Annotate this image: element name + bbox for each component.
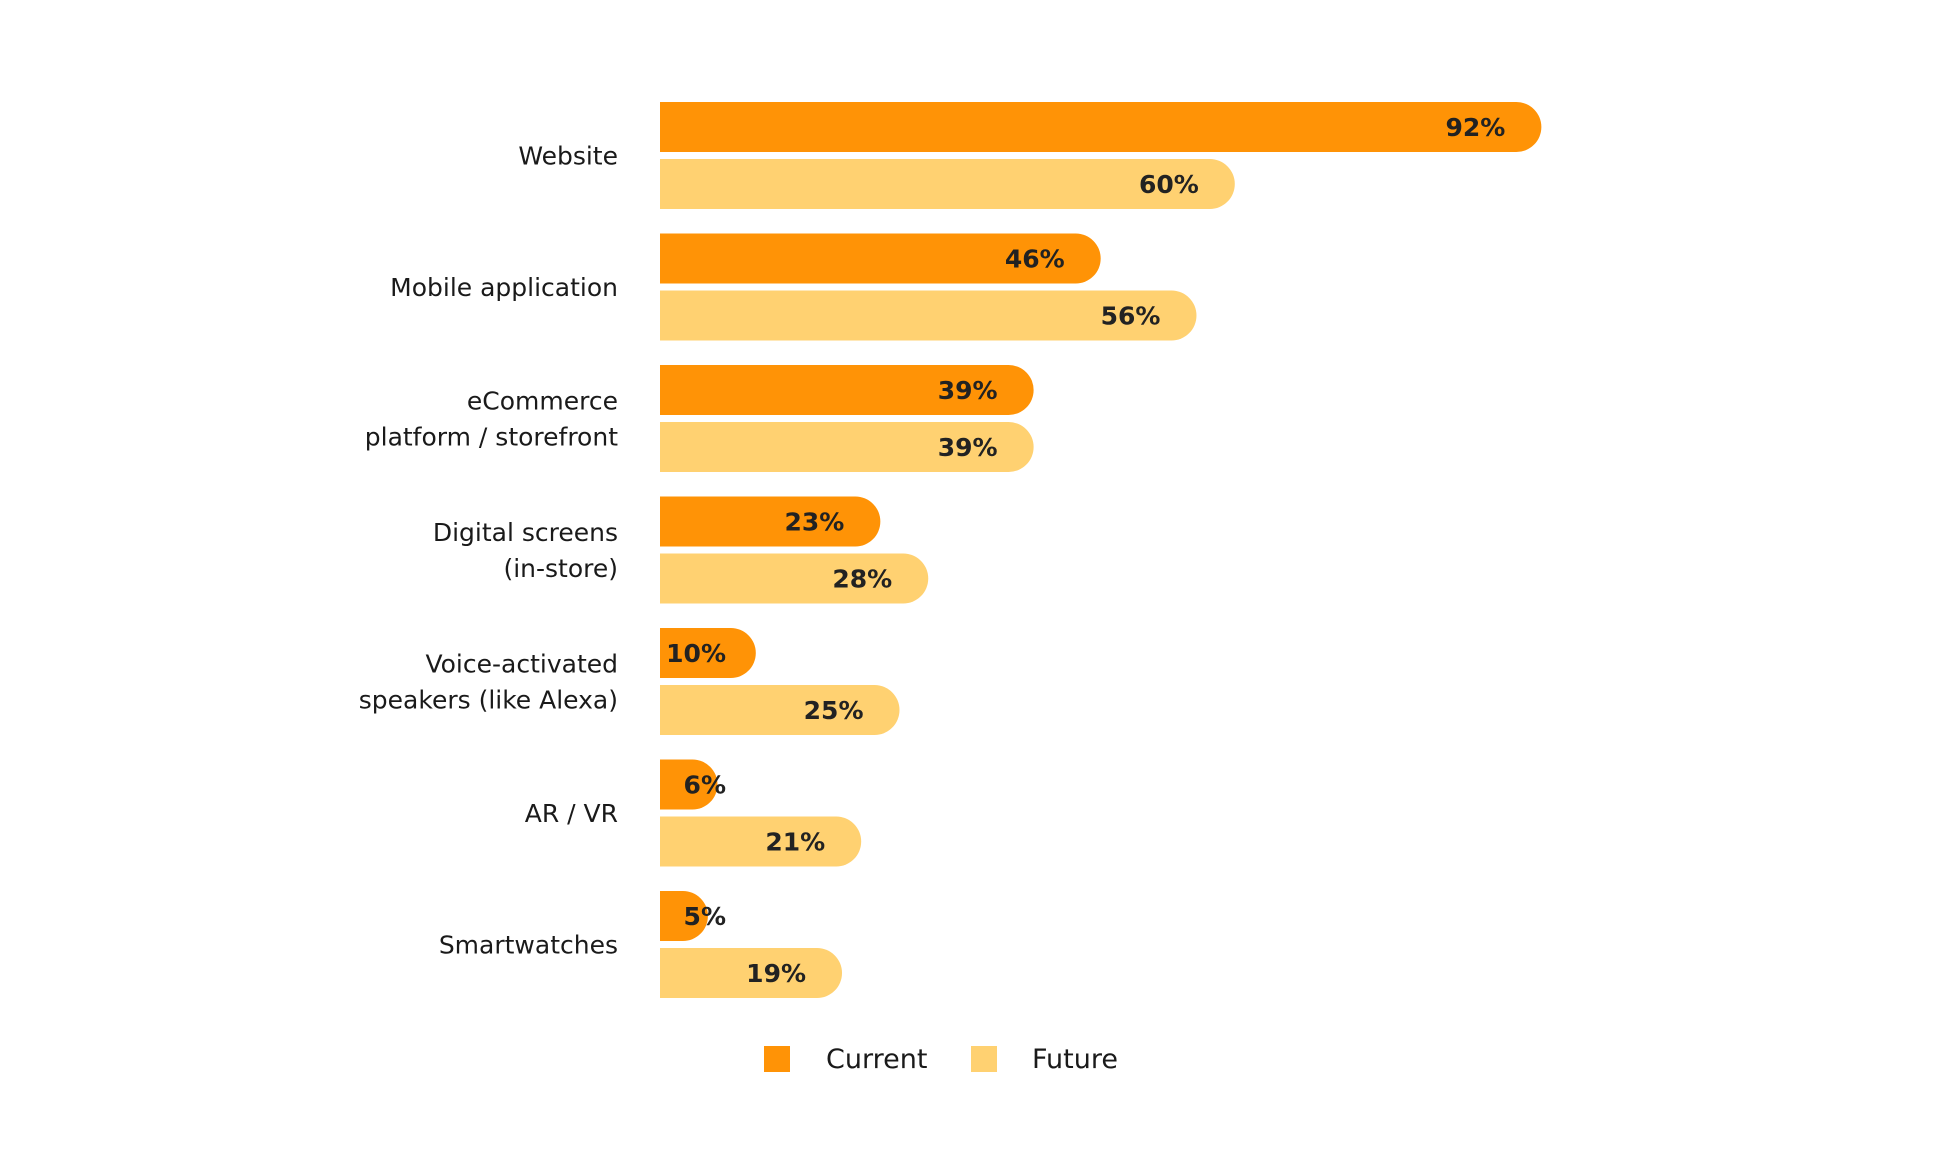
category-labels: Website Mobile application eCommerce platfo… [359,142,618,960]
bar-future-4 [660,685,900,735]
bar-future-1 [660,290,1197,341]
value-label-current-6: 5% [684,902,726,931]
value-label-current-5: 6% [684,771,726,800]
bars-layer: 92% 60% 46% 56% 39% 39% 23% 28% 10% 25% 6% 21% 5% 19% [660,102,1542,998]
bar-current-2 [660,365,1034,415]
bar-current-3 [660,496,881,547]
bar-future-5 [660,816,862,867]
bar-current-4 [660,628,756,678]
bar-future-2 [660,422,1034,472]
category-label-3: Digital screens (in-store) [433,518,618,583]
legend-label-future: Future [1032,1044,1118,1075]
value-label-future-3: 28% [832,565,892,594]
value-label-future-1: 56% [1101,302,1161,331]
value-label-future-6: 19% [746,959,806,988]
category-label-5: AR / VR [525,799,618,828]
value-label-current-0: 92% [1446,113,1506,142]
category-label-2: eCommerce platform / storefront [365,387,618,452]
bar-future-0 [660,158,1235,209]
legend-swatch-future [971,1046,997,1072]
category-label-4: Voice-activated speakers (like Alexa) [359,650,618,715]
bar-current-0 [660,102,1542,152]
value-label-future-0: 60% [1139,170,1199,199]
legend-swatch-current [764,1046,790,1072]
bar-current-6 [660,891,708,941]
value-label-current-1: 46% [1005,245,1065,274]
bar-current-1 [660,233,1101,284]
value-label-future-5: 21% [765,828,825,857]
bar-current-5 [660,759,718,810]
category-label-6: Smartwatches [439,931,618,960]
value-label-current-4: 10% [666,639,726,668]
bar-future-3 [660,553,929,604]
bar-future-6 [660,948,843,998]
value-label-current-2: 39% [938,376,998,405]
legend: Current Future [764,1044,1118,1075]
value-label-future-4: 25% [804,696,864,725]
category-label-0: Website [518,142,618,171]
value-label-future-2: 39% [938,433,998,462]
category-label-1: Mobile application [390,273,618,302]
legend-label-current: Current [826,1044,927,1075]
value-label-current-3: 23% [784,508,844,537]
